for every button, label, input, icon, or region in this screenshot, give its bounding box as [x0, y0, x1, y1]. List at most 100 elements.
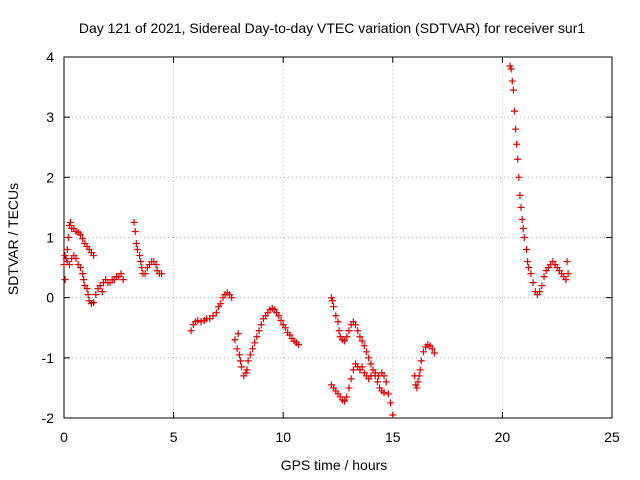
data-point [92, 291, 100, 299]
data-point [523, 246, 531, 254]
data-point [330, 303, 338, 311]
data-point [367, 360, 375, 368]
data-point [335, 327, 343, 335]
data-point [243, 366, 251, 374]
data-point [343, 333, 351, 341]
data-point [238, 363, 246, 371]
data-point [382, 378, 390, 386]
data-point [507, 65, 515, 73]
data-point [251, 339, 259, 347]
data-point [520, 234, 528, 241]
data-point [275, 312, 283, 320]
data-point [540, 273, 548, 281]
data-point [365, 354, 373, 362]
data-point [246, 351, 254, 359]
data-point [512, 125, 520, 133]
data-point [417, 357, 425, 365]
y-tick-label: 3 [46, 109, 54, 125]
data-point [334, 318, 342, 326]
axis-ticks [63, 56, 613, 419]
data-point [209, 312, 217, 320]
data-point [509, 86, 517, 94]
data-point [538, 282, 546, 290]
data-point [158, 270, 166, 278]
data-point [286, 331, 294, 339]
data-point [90, 298, 98, 306]
data-point [281, 324, 289, 332]
data-point [562, 276, 570, 284]
data-point [389, 411, 397, 419]
data-point [277, 317, 285, 325]
data-point [72, 255, 80, 263]
data-point [228, 294, 236, 302]
data-point [416, 366, 424, 374]
data-point [90, 252, 98, 260]
data-point [234, 330, 242, 338]
y-tick-label: 4 [46, 49, 54, 65]
data-point [197, 318, 205, 326]
data-point [349, 366, 357, 374]
data-point [332, 312, 340, 320]
data-point [356, 333, 364, 341]
data-point [380, 372, 388, 380]
data-point [61, 276, 69, 284]
data-point [529, 279, 537, 287]
data-point [329, 297, 337, 305]
data-point [428, 345, 436, 353]
x-tick-label: 0 [60, 429, 68, 445]
data-point [152, 261, 160, 269]
data-point [354, 327, 362, 335]
data-point [79, 235, 87, 243]
data-point [352, 321, 360, 329]
data-point [131, 227, 139, 235]
data-point [244, 357, 252, 365]
data-point [341, 337, 349, 345]
data-point [536, 288, 544, 296]
data-point [341, 397, 349, 405]
data-point [233, 345, 241, 353]
data-point [137, 258, 145, 266]
data-point [527, 270, 535, 278]
y-tick-label: -2 [42, 410, 55, 426]
y-axis-title: SDTVAR / TECUs [5, 183, 21, 295]
data-point [380, 389, 388, 397]
data-point [358, 337, 366, 345]
data-point [255, 327, 263, 335]
data-point [518, 215, 526, 223]
data-point [119, 276, 127, 284]
data-point [84, 291, 92, 299]
data-point [231, 336, 239, 344]
data-point [373, 378, 381, 386]
data-point [506, 62, 514, 70]
data-point [63, 246, 71, 254]
data-point [513, 140, 521, 148]
y-tick-label: 1 [46, 230, 54, 246]
data-point [235, 351, 243, 359]
data-point [117, 270, 125, 278]
data-point [76, 264, 84, 272]
data-point [413, 384, 421, 392]
data-point [327, 294, 335, 302]
y-tick-label: 0 [46, 290, 54, 306]
data-point [387, 399, 395, 407]
data-point [343, 393, 351, 401]
x-tick-label: 20 [495, 429, 511, 445]
x-tick-label: 25 [604, 429, 620, 445]
data-point [132, 240, 140, 248]
data-point [347, 375, 355, 383]
data-point [212, 309, 220, 317]
plot-frame [63, 56, 613, 419]
data-point [64, 234, 72, 241]
x-tick-label: 5 [170, 429, 178, 445]
data-point [96, 282, 104, 290]
data-point [563, 258, 571, 266]
data-point [367, 372, 375, 380]
data-point [384, 390, 392, 398]
data-point [516, 191, 524, 199]
data-point [79, 270, 87, 278]
x-tick-labels: 0 5 10 15 20 25 [60, 429, 620, 445]
data-point [187, 327, 195, 335]
x-axis-title: GPS time / hours [281, 457, 388, 473]
data-point [419, 348, 427, 356]
data-point [430, 349, 438, 357]
